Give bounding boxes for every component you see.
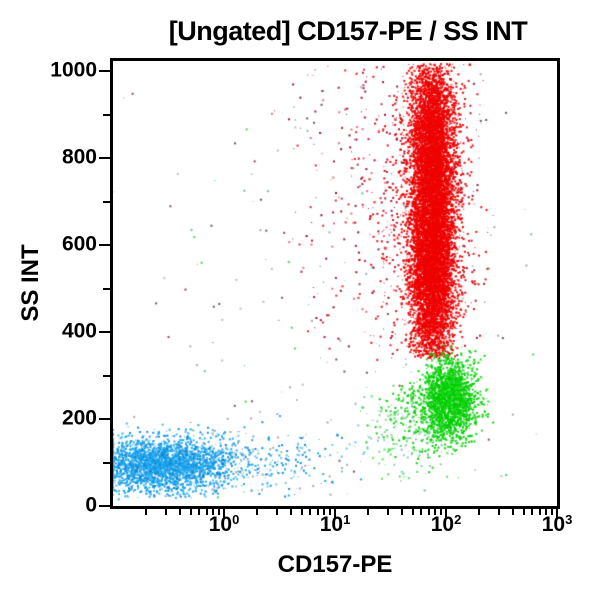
y-major-tick xyxy=(99,504,110,508)
x-minor-tick xyxy=(289,509,292,515)
y-tick-label: 0 xyxy=(85,493,97,517)
x-minor-tick xyxy=(212,509,215,515)
plot-area xyxy=(110,58,560,509)
x-minor-tick xyxy=(275,509,278,515)
y-tick-label: 400 xyxy=(61,319,97,343)
x-minor-tick xyxy=(198,509,201,515)
x-minor-tick xyxy=(328,509,331,515)
x-minor-tick xyxy=(545,509,548,515)
y-major-tick xyxy=(99,417,110,421)
x-minor-tick xyxy=(367,509,370,515)
y-tick-label: 1000 xyxy=(50,58,97,82)
y-axis-label: SS INT xyxy=(17,244,44,322)
x-minor-tick xyxy=(300,509,303,515)
x-minor-tick xyxy=(323,509,326,515)
x-major-tick xyxy=(444,509,448,519)
y-tick-label: 200 xyxy=(61,406,97,430)
x-minor-tick xyxy=(531,509,534,515)
x-minor-tick xyxy=(205,509,208,515)
x-minor-tick xyxy=(427,509,430,515)
x-minor-tick xyxy=(256,509,259,515)
y-minor-tick xyxy=(103,374,110,377)
y-tick-label: 600 xyxy=(61,232,97,256)
x-minor-tick xyxy=(420,509,423,515)
x-minor-tick xyxy=(550,509,553,515)
x-minor-tick xyxy=(411,509,414,515)
x-tick-label: 102 xyxy=(430,512,462,536)
x-major-tick xyxy=(333,509,337,519)
x-minor-tick xyxy=(511,509,514,515)
y-minor-tick xyxy=(103,287,110,290)
x-minor-tick xyxy=(386,509,389,515)
y-tick-label: 800 xyxy=(61,145,97,169)
x-minor-tick xyxy=(178,509,181,515)
x-minor-tick xyxy=(217,509,220,515)
y-major-tick xyxy=(99,156,110,160)
x-axis-label: CD157-PE xyxy=(277,551,393,578)
y-major-tick xyxy=(99,69,110,73)
plot-title: [Ungated] CD157-PE / SS INT xyxy=(168,16,528,46)
x-tick-label: 103 xyxy=(541,512,573,536)
y-minor-tick xyxy=(103,113,110,116)
x-minor-tick xyxy=(145,509,148,515)
x-minor-tick xyxy=(434,509,437,515)
x-tick-label: 100 xyxy=(208,512,240,536)
x-minor-tick xyxy=(478,509,481,515)
x-minor-tick xyxy=(522,509,525,515)
x-minor-tick xyxy=(538,509,541,515)
y-minor-tick xyxy=(103,200,110,203)
y-major-tick xyxy=(99,330,110,334)
scatter-canvas xyxy=(113,61,557,506)
x-tick-label: 101 xyxy=(319,512,351,536)
x-minor-tick xyxy=(400,509,403,515)
x-major-tick xyxy=(222,509,226,519)
x-major-tick xyxy=(555,509,559,519)
x-minor-tick xyxy=(316,509,319,515)
x-minor-tick xyxy=(164,509,167,515)
x-minor-tick xyxy=(439,509,442,515)
y-minor-tick xyxy=(103,461,110,464)
x-minor-tick xyxy=(309,509,312,515)
y-major-tick xyxy=(99,243,110,247)
x-minor-tick xyxy=(497,509,500,515)
x-minor-tick xyxy=(189,509,192,515)
